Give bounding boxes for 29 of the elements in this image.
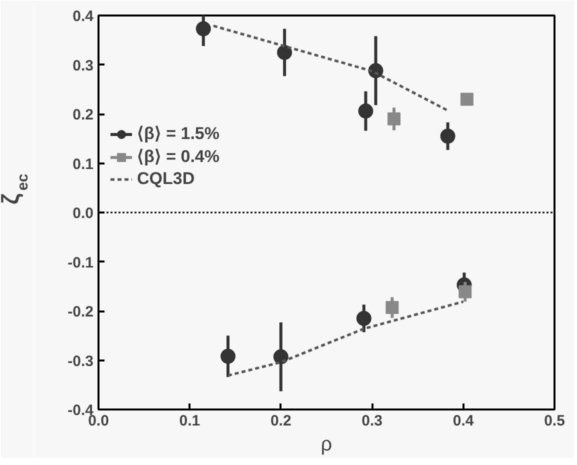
point [358,104,374,119]
x-tick-label: 0.3 [362,412,383,430]
y-tick-label: -0.1 [68,254,94,272]
y-tick-label: 0.1 [72,156,94,173]
y-tick-label: 0.3 [72,57,94,74]
x-tick-label: 0.1 [179,412,200,430]
point [460,92,474,106]
point [386,301,399,314]
point [356,310,372,326]
x-tick-label: 0.5 [544,412,565,430]
point [387,112,400,126]
point [196,21,211,36]
y-tick-label: 0.2 [72,106,94,124]
point [220,348,236,364]
point [273,349,288,364]
x-tick-label: 0.4 [452,412,474,430]
y-tick-label: -0.3 [68,352,94,370]
y-tick-label: 0.0 [72,205,94,222]
legend-label: ⟨β⟩ = 0.4% [137,146,220,167]
x-tick-label: 0.2 [270,412,292,430]
y-tick-label: 0.4 [72,8,94,25]
point [458,285,472,298]
y-tick-label: -0.2 [68,304,94,320]
legend-label: CQL3D [137,169,195,189]
point [440,128,456,144]
legend-label: ⟨β⟩ = 1.5% [137,123,220,144]
y-axis-title: ζec [0,174,32,204]
x-axis-title: ρ [320,434,332,456]
point [277,44,292,60]
